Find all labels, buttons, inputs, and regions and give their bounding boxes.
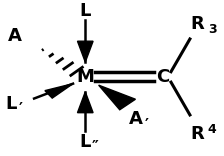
Text: L: L <box>80 2 91 20</box>
Text: M: M <box>76 68 94 86</box>
Text: L: L <box>5 95 16 114</box>
Text: 3: 3 <box>208 23 216 36</box>
Text: R: R <box>191 15 205 33</box>
Text: 4: 4 <box>208 123 217 136</box>
Text: A: A <box>128 110 142 128</box>
Polygon shape <box>99 85 136 110</box>
Text: ′: ′ <box>19 102 23 117</box>
Polygon shape <box>78 41 93 62</box>
Text: ″: ″ <box>92 139 99 154</box>
Text: ′: ′ <box>144 118 149 133</box>
Text: A: A <box>8 27 22 45</box>
Text: R: R <box>191 125 205 143</box>
Text: L: L <box>80 133 91 151</box>
Text: C: C <box>157 68 170 86</box>
Polygon shape <box>45 84 73 98</box>
Polygon shape <box>78 92 93 113</box>
